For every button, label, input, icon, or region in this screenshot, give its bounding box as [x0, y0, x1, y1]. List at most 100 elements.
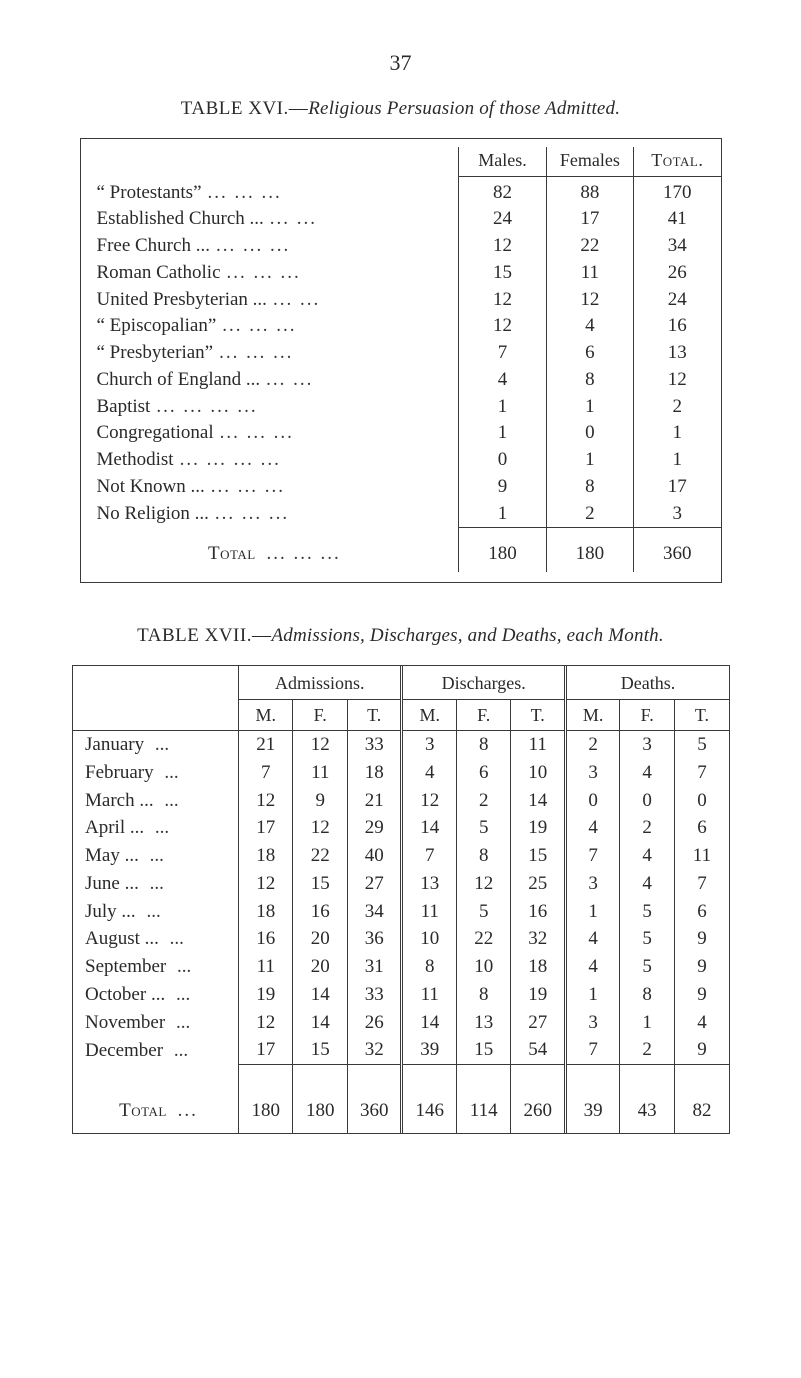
- table-xvii-dth-t: 9: [674, 1036, 729, 1064]
- table-xvii-total-label: Total: [119, 1100, 167, 1121]
- table-xvii-dth-f: 5: [620, 953, 674, 981]
- table-xvii-adm-m: 11: [238, 953, 292, 981]
- scanned-page: 37 TABLE XVI.—Religious Persuasion of th…: [0, 0, 801, 1378]
- table-xvii-month: January ...: [73, 731, 238, 759]
- table-xvii-total-rule: [73, 1065, 729, 1088]
- table-xvi-label-dots: ... ... ...: [210, 235, 296, 256]
- table-xvii-dis-m: 11: [402, 981, 456, 1009]
- table-xvi-cell-males: 7: [459, 340, 546, 367]
- table-xvii-adm-f: 14: [293, 1009, 347, 1037]
- table-xvi-label-dots: ... ... ... ...: [174, 449, 287, 470]
- table-xvii-dis-t: 14: [511, 787, 566, 815]
- table-xvii-sub-adm-t: T.: [347, 699, 402, 731]
- table-xvi-total-t: 360: [634, 530, 721, 572]
- table-xvii-sub-dth-m: M.: [565, 699, 619, 731]
- table-xvi-row: Free Church ...... ... ...122234: [81, 233, 721, 260]
- table-xvi-cell-males: 15: [459, 259, 546, 286]
- table-xvi-cell-males: 82: [459, 179, 546, 206]
- table-xvii-dth-f: 2: [620, 1036, 674, 1064]
- table-xvii-total-dis-m: 146: [402, 1087, 456, 1133]
- table-xvii-row: July ... ...18163411516156: [73, 898, 729, 926]
- table-xvi-cell-total: 24: [634, 286, 721, 313]
- table-xvi-cell-males: 9: [459, 473, 546, 500]
- table-xvii-month-text: April ...: [85, 817, 144, 838]
- table-xvii-month-dots: ...: [170, 984, 196, 1005]
- table-xvii-dth-m: 3: [565, 759, 619, 787]
- table-xvii-total-dis-f: 114: [456, 1087, 510, 1133]
- table-xvi-label-text: Church of England ...: [97, 369, 261, 390]
- table-xvii-month: August ... ...: [73, 925, 238, 953]
- table-xvi-header-total: Total.: [634, 147, 721, 176]
- table-xvii-dis-f: 5: [456, 814, 510, 842]
- table-xvi-cell-total: 3: [634, 500, 721, 527]
- table-xvii-dth-t: 4: [674, 1009, 729, 1037]
- table-xvi-cell-total: 17: [634, 473, 721, 500]
- table-xvii-month: July ... ...: [73, 898, 238, 926]
- table-xvi-label-dots: ... ... ... ...: [150, 396, 263, 417]
- table-xvii-dth-t: 7: [674, 870, 729, 898]
- table-xvii-adm-m: 12: [238, 870, 292, 898]
- table-xvii-dth-m: 3: [565, 870, 619, 898]
- table-xvii-adm-m: 16: [238, 925, 292, 953]
- table-xvi-row-label: Methodist... ... ... ...: [81, 447, 459, 474]
- table-xvi-cell-females: 11: [546, 259, 633, 286]
- table-xvii-adm-f: 12: [293, 814, 347, 842]
- table-xvii-dis-f: 22: [456, 925, 510, 953]
- table-xvii-row: February ...711184610347: [73, 759, 729, 787]
- table-xvii-adm-f: 20: [293, 953, 347, 981]
- table-xvii-month-dots: ...: [171, 956, 197, 977]
- table-xvi-cell-total: 34: [634, 233, 721, 260]
- table-xvii-dth-m: 0: [565, 787, 619, 815]
- table-xvi-row: Baptist... ... ... ...112: [81, 393, 721, 420]
- table-xvii: Admissions. Discharges. Deaths. M. F. T.…: [73, 666, 729, 1133]
- table-xvi-header-blank: [81, 147, 459, 176]
- table-xvii-adm-t: 33: [347, 731, 402, 759]
- table-xvi-total-f: 180: [546, 530, 633, 572]
- table-xvii-adm-m: 12: [238, 1009, 292, 1037]
- table-xvii-dth-f: 5: [620, 925, 674, 953]
- table-xvii-sub-dis-t: T.: [511, 699, 566, 731]
- table-xvii-dis-m: 39: [402, 1036, 456, 1064]
- table-xvii-adm-t: 18: [347, 759, 402, 787]
- table-xvi-row: “ Episcopalian”... ... ...12416: [81, 313, 721, 340]
- table-xvi-row-label: Free Church ...... ... ...: [81, 233, 459, 260]
- table-xvii-dis-m: 8: [402, 953, 456, 981]
- table-xvii-month: June ... ...: [73, 870, 238, 898]
- table-xvi-row: Established Church ...... ...241741: [81, 206, 721, 233]
- table-xvi-title-prefix: TABLE XVI.—: [181, 98, 308, 119]
- table-xvii-adm-t: 26: [347, 1009, 402, 1037]
- table-xvii-dis-f: 15: [456, 1036, 510, 1064]
- table-xvi-row-label: “ Episcopalian”... ... ...: [81, 313, 459, 340]
- table-xvii-month-dots: ...: [164, 928, 190, 949]
- table-xvii-adm-f: 20: [293, 925, 347, 953]
- table-xvii-body: January ...2112333811235February ...7111…: [73, 731, 729, 1065]
- table-xvii-row: November ...121426141327314: [73, 1009, 729, 1037]
- table-xvi-header-total-text: Total.: [651, 150, 703, 170]
- table-xvii-dth-t: 6: [674, 898, 729, 926]
- table-xvii-month-dots: ...: [149, 817, 175, 838]
- table-xvi-label-dots: ... ... ...: [214, 422, 300, 443]
- table-xvi-label-dots: ... ... ...: [221, 262, 307, 283]
- table-xvii-adm-m: 7: [238, 759, 292, 787]
- table-xvii-month-text: October ...: [85, 984, 165, 1005]
- table-xvii-adm-t: 21: [347, 787, 402, 815]
- table-xvii-dth-f: 3: [620, 731, 674, 759]
- table-xvii-dis-t: 15: [511, 842, 566, 870]
- table-xvii-dth-m: 4: [565, 953, 619, 981]
- table-xvi-label-text: No Religion ...: [97, 503, 209, 524]
- table-xvi-label-dots: ... ... ...: [202, 182, 288, 203]
- table-xvi-total-body: Total ... ... ... 180 180 360: [81, 527, 721, 572]
- table-xvii-sub-dth-t: T.: [674, 699, 729, 731]
- table-xvii-month-dots: ...: [170, 1012, 196, 1033]
- table-xvi-label-dots: ... ... ...: [209, 503, 295, 524]
- table-xvii-dis-m: 14: [402, 814, 456, 842]
- table-xvi-cell-females: 1: [546, 393, 633, 420]
- table-xvii-dth-f: 4: [620, 759, 674, 787]
- table-xvii-row: August ... ...162036102232459: [73, 925, 729, 953]
- table-xvi-cell-males: 4: [459, 366, 546, 393]
- table-xvii-dis-m: 4: [402, 759, 456, 787]
- table-xvii-adm-m: 17: [238, 814, 292, 842]
- table-xvii-sub-adm-m: M.: [238, 699, 292, 731]
- table-xvi-cell-males: 1: [459, 500, 546, 527]
- table-xvii-dth-t: 5: [674, 731, 729, 759]
